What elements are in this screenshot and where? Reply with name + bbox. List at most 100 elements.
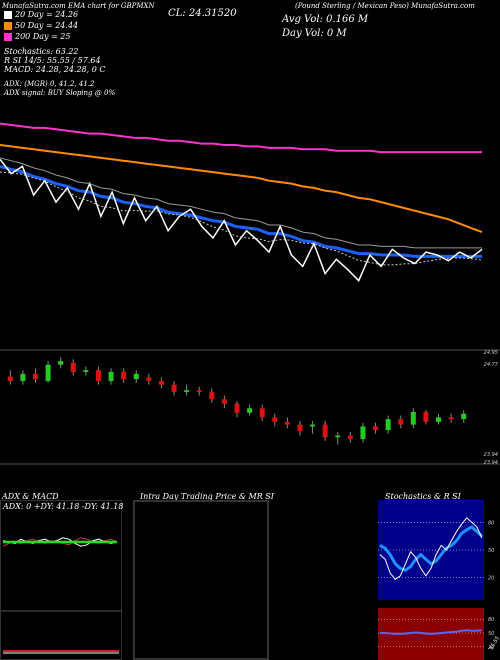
adx-panel-values: ADX: 0 +DY: 41.18 -DY: 41.18 xyxy=(3,502,124,511)
ema-band-line xyxy=(0,157,482,249)
candle-body xyxy=(184,390,190,392)
stochastics-k-line xyxy=(379,517,483,581)
candle-body xyxy=(58,361,64,365)
candle-body xyxy=(247,408,253,413)
date-tick-label: 11 Oct xyxy=(82,479,88,480)
stochastics-d-line xyxy=(379,525,484,572)
candle-body xyxy=(461,413,467,420)
close-price: CL: 24.31520 xyxy=(168,8,237,19)
stochastics-value: Stochastics: 63.22 xyxy=(4,47,79,56)
candle-body xyxy=(335,435,341,438)
stoch-axis-label: 80 xyxy=(488,520,494,526)
date-tick-label: 07 Oct xyxy=(57,479,63,480)
legend-20-day: 20 Day = 24.26 xyxy=(4,10,78,19)
avg-volume: Avg Vol: 0.166 M xyxy=(282,14,369,25)
intraday-plot-area xyxy=(134,501,268,659)
chart-header-right: (Pound Sterling / Mexican Peso) MunafaSu… xyxy=(295,2,475,10)
signal-dotted-line xyxy=(0,171,483,266)
legend-200-day: 200 Day = 25 xyxy=(4,32,78,41)
date-tick-label: 20 Nov xyxy=(258,479,264,480)
rsi-axis-label: 20 xyxy=(488,645,494,651)
candlestick-chart: 25 Sep27 Sep01 Oct03 Oct07 Oct09 Oct11 O… xyxy=(0,349,500,480)
date-tick-label: 14 Nov xyxy=(233,479,239,480)
date-tick-label: 06 Nov xyxy=(195,479,201,480)
candle-body xyxy=(373,426,379,431)
rsi-value: R SI 14/5: 55.55 / 57.64 xyxy=(4,56,101,65)
date-tick-label: 03 Oct xyxy=(44,479,50,480)
date-tick-label: 28 Nov xyxy=(296,479,302,480)
date-tick-label: 04 Nov xyxy=(183,479,189,480)
legend-20-swatch xyxy=(4,11,12,19)
candle-body xyxy=(436,417,442,422)
ema-legend: 20 Day = 24.26 50 Day = 24.44 200 Day = … xyxy=(4,10,78,41)
candle-body xyxy=(322,424,328,438)
day-volume: Day Vol: 0 M xyxy=(282,28,347,39)
price-line xyxy=(0,158,483,283)
date-tick-label: 26 Nov xyxy=(283,479,289,480)
date-tick-label: 18 Nov xyxy=(246,479,252,480)
legend-50-day: 50 Day = 24.44 xyxy=(4,21,78,30)
stoch-panel-title: Stochastics & R SI xyxy=(385,492,461,501)
candle-body xyxy=(158,381,164,385)
stochastics-plot-bg xyxy=(378,500,484,600)
candle-body xyxy=(83,370,89,372)
rsi-axis-label: 50 xyxy=(488,631,494,637)
candle-body xyxy=(284,421,290,425)
candle-body xyxy=(209,391,215,400)
date-tick-label: 08 Nov xyxy=(208,479,214,480)
candle-body xyxy=(146,377,152,382)
candle-body xyxy=(196,390,202,392)
candle-body xyxy=(259,408,265,418)
date-tick-label: 21 Oct xyxy=(120,479,126,480)
rsi-value-label: 55.55 xyxy=(489,636,500,651)
candle-body xyxy=(121,371,127,380)
ema-50-line xyxy=(0,144,483,234)
candle-body xyxy=(70,362,76,372)
candle-body xyxy=(45,364,51,382)
ema-200-line xyxy=(0,122,482,154)
date-tick-label: 17 Oct xyxy=(107,479,113,480)
adx-value: ADX: (MGR) 0, 41.2, 41.2 xyxy=(4,80,95,88)
adx-signal: ADX signal: BUY Sloping @ 0% xyxy=(4,89,116,97)
intraday-panel-title: Intra Day Trading Price & MR SI xyxy=(140,492,274,501)
candle-body xyxy=(347,435,353,440)
date-tick-label: 01 Oct xyxy=(31,479,37,480)
candle-body xyxy=(410,411,416,425)
stoch-axis-label: 50 xyxy=(488,548,494,554)
candle-body xyxy=(360,426,366,440)
candle-body xyxy=(108,371,114,382)
intraday-panel xyxy=(133,500,269,660)
candle-body xyxy=(448,417,454,420)
price-axis-label: 23.94 xyxy=(484,460,498,466)
candle-body xyxy=(234,403,240,413)
candle-body xyxy=(310,424,316,427)
candle-body xyxy=(32,373,38,380)
candle-body xyxy=(171,384,177,392)
candle-body xyxy=(423,411,429,422)
candle-body xyxy=(297,424,303,431)
date-tick-label: 31 Oct xyxy=(170,479,176,480)
adx-panel: ADX: 0 +DY: 41.18 -DY: 41.18 xyxy=(0,500,124,660)
price-axis-label: 24.77 xyxy=(484,362,499,368)
candle-body xyxy=(7,376,13,382)
candle-body xyxy=(385,419,391,431)
legend-50-swatch xyxy=(4,22,12,30)
chart-header-left: MunafaSutra.com EMA chart for GBPMXN xyxy=(2,2,155,10)
candle-body xyxy=(398,419,404,425)
legend-200-swatch xyxy=(4,33,12,41)
date-tick-label: 22 Nov xyxy=(271,479,277,480)
price-axis-label: 23.94 xyxy=(484,452,498,458)
date-tick-label: 12 Nov xyxy=(220,479,226,480)
ema-20-line xyxy=(0,164,482,258)
adx-panel-title: ADX & MACD xyxy=(2,492,59,501)
date-tick-label: 09 Oct xyxy=(69,479,75,480)
macd-value: MACD: 24.28, 24.28, 0 C xyxy=(4,65,106,74)
date-tick-label: 29 Oct xyxy=(157,479,163,480)
price-axis-label: 24.95 xyxy=(484,350,498,356)
candle-body xyxy=(221,399,227,404)
adx-macd-plot xyxy=(1,537,121,654)
date-tick-label: 23 Oct xyxy=(132,479,138,480)
rsi-line xyxy=(380,629,483,635)
candle-body xyxy=(272,417,278,422)
